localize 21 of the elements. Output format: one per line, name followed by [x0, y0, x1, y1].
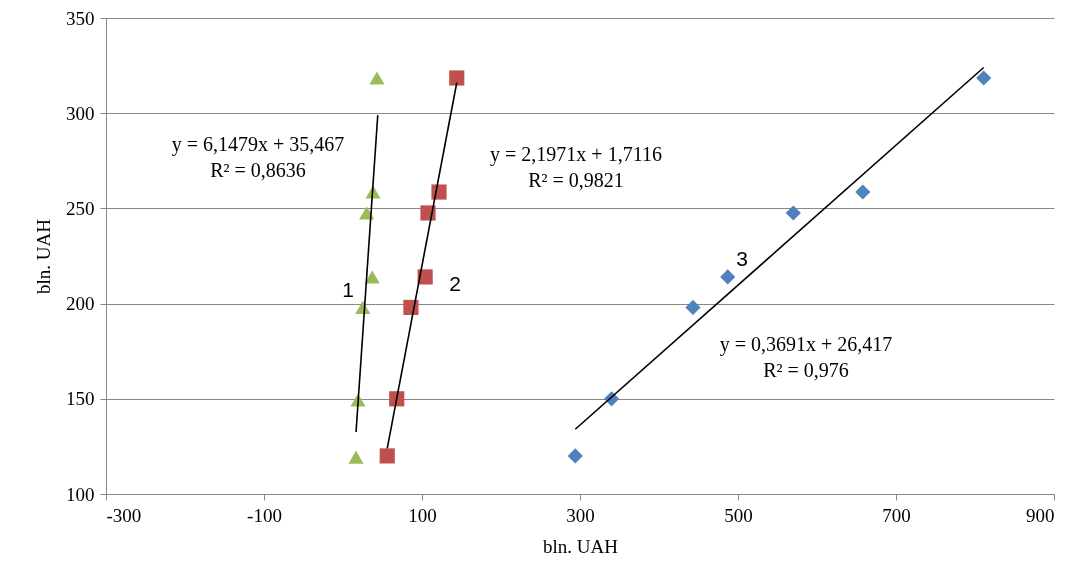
x-tick-label: -100 — [247, 504, 282, 526]
annotation: 2 — [449, 272, 461, 295]
y-tick-label: 200 — [66, 293, 95, 315]
x-tick-label: 300 — [566, 504, 595, 526]
y-tick-label: 150 — [66, 388, 95, 410]
x-tick-label: 100 — [408, 504, 437, 526]
annotation: y = 2,1971x + 1,7116 R² = 0,9821 — [490, 143, 662, 191]
annotation: 3 — [736, 247, 748, 270]
y-tick-label: 100 — [66, 483, 95, 505]
x-tick-label: 500 — [724, 504, 753, 526]
y-tick-label: 250 — [66, 197, 95, 219]
annotation: 1 — [342, 278, 354, 301]
y-tick-label: 300 — [66, 102, 95, 124]
x-tick-label: -300 — [106, 504, 142, 526]
y-tick-label: 350 — [66, 7, 95, 29]
x-tick-label: 900 — [1026, 504, 1055, 526]
y-axis-title: bln. UAH — [33, 218, 54, 294]
annotation: y = 6,1479x + 35,467 R² = 0,8636 — [171, 133, 345, 181]
annotation: y = 0,3691x + 26,417 R² = 0,976 — [719, 333, 893, 381]
x-tick-label: 700 — [882, 504, 911, 526]
x-axis-title: bln. UAH — [543, 535, 619, 557]
